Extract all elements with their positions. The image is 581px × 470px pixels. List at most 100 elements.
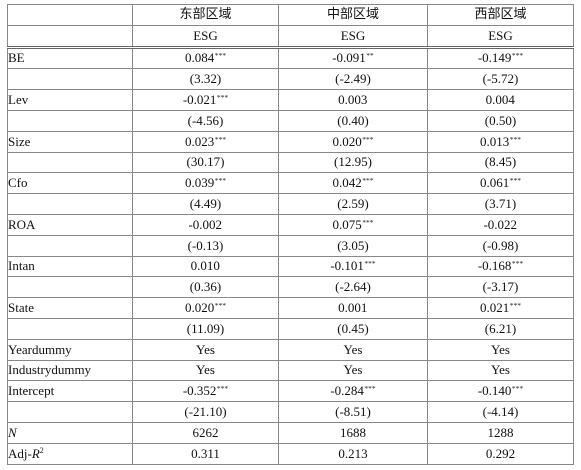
var-size-tstat-row: (30.17) (12.95) (8.45) xyxy=(7,151,574,174)
coef-cell: -0.284*** xyxy=(278,380,428,403)
coef-cell: 0.075*** xyxy=(278,213,428,236)
coef-cell: -0.168*** xyxy=(427,255,574,278)
var-intan-coef-row: Intan 0.010 -0.101*** -0.168*** xyxy=(7,255,574,278)
dummy-label: Industrydummy xyxy=(7,359,133,382)
coef-cell: -0.002 xyxy=(132,213,279,236)
tstat-label-cell xyxy=(7,109,133,132)
var-size-coef-row: Size 0.023*** 0.020*** 0.013*** xyxy=(7,130,574,153)
coef-value: -0.284 xyxy=(330,383,364,399)
regression-table: 东部区域 中部区域 西部区域 ESG ESG ESG BE 0.084*** -0.… xyxy=(7,4,574,465)
significance-stars: *** xyxy=(216,93,229,103)
tstat-label-cell xyxy=(7,68,133,91)
var-be-label: BE xyxy=(7,46,133,70)
adj-r2-sup: 2 xyxy=(39,445,44,455)
coef-cell: -0.022 xyxy=(427,213,574,236)
var-intan-tstat-row: (0.36) (-2.64) (-3.17) xyxy=(7,276,574,299)
coef-value: 0.021 xyxy=(480,300,510,316)
significance-stars: *** xyxy=(362,176,374,186)
adj-r2-label: Adj-R2 xyxy=(7,442,133,465)
dummy-value: Yes xyxy=(278,338,428,361)
tstat-label-cell xyxy=(7,234,133,257)
coef-cell: -0.140*** xyxy=(427,380,574,403)
t-statistic: (-8.51) xyxy=(278,401,428,423)
t-statistic: (8.45) xyxy=(427,151,574,174)
coef-cell: -0.352*** xyxy=(132,380,279,403)
dummy-row-yeardummy: Yeardummy Yes Yes Yes xyxy=(7,338,574,361)
region-header-central: 中部区域 xyxy=(278,4,428,26)
coef-cell: 0.039*** xyxy=(132,172,279,195)
coef-cell: 0.004 xyxy=(427,89,574,111)
dummy-value: Yes xyxy=(427,338,574,361)
tstat-label-cell xyxy=(7,401,133,423)
significance-stars: *** xyxy=(509,301,521,311)
coef-value: 0.061 xyxy=(480,175,510,191)
t-statistic: (11.09) xyxy=(132,317,279,340)
var-roa-label: ROA xyxy=(7,213,133,236)
t-statistic: (12.95) xyxy=(278,151,428,174)
coef-value: -0.168 xyxy=(477,258,512,274)
coef-cell: 0.023*** xyxy=(132,130,279,153)
var-lev-tstat-row: (-4.56) (0.40) (0.50) xyxy=(7,109,574,132)
adj-r2-var: R xyxy=(31,445,40,461)
coef-value: 0.023 xyxy=(185,133,215,149)
coef-value: 0.075 xyxy=(332,216,362,232)
var-roa-coef-row: ROA -0.002 0.075*** -0.022 xyxy=(7,213,574,236)
t-statistic: (0.45) xyxy=(278,317,428,340)
significance-stars: *** xyxy=(214,51,226,61)
t-statistic: (0.50) xyxy=(427,109,574,132)
significance-stars: *** xyxy=(216,384,229,394)
coef-value: 0.042 xyxy=(332,175,362,191)
n-label-text: N xyxy=(8,424,17,440)
t-statistic: (30.17) xyxy=(132,151,279,174)
var-lev-label: Lev xyxy=(7,89,133,111)
coef-cell: 0.020*** xyxy=(132,297,279,319)
intercept-coef-row: Intercept -0.352*** -0.284*** -0.140*** xyxy=(7,380,574,403)
coef-value: 0.013 xyxy=(480,133,510,149)
significance-stars: *** xyxy=(364,384,376,394)
dependent-var-central: ESG xyxy=(278,24,428,49)
coef-cell: -0.091** xyxy=(278,46,428,70)
tstat-label-cell xyxy=(7,151,133,174)
n-value: 1288 xyxy=(427,421,574,444)
coef-value: -0.352 xyxy=(182,383,217,399)
t-statistic: (0.40) xyxy=(278,109,428,132)
coef-value: -0.140 xyxy=(477,383,512,399)
dependent-corner-cell xyxy=(7,24,133,49)
adj-r2-value: 0.292 xyxy=(427,442,574,465)
var-be-coef-row: BE 0.084*** -0.091** -0.149*** xyxy=(7,46,574,70)
intercept-tstat-row: (-21.10) (-8.51) (-4.14) xyxy=(7,401,574,423)
coef-cell: 0.061*** xyxy=(427,172,574,195)
t-statistic: (-4.14) xyxy=(427,401,574,423)
dummy-label: Yeardummy xyxy=(7,338,133,361)
significance-stars: *** xyxy=(362,217,374,227)
t-statistic: (-3.17) xyxy=(427,276,574,299)
dummy-value: Yes xyxy=(132,338,279,361)
coef-cell: 0.042*** xyxy=(278,172,428,195)
var-cfo-coef-row: Cfo 0.039*** 0.042*** 0.061*** xyxy=(7,172,574,195)
coef-cell: 0.021*** xyxy=(427,297,574,319)
header-region-row: 东部区域 中部区域 西部区域 xyxy=(7,4,574,26)
n-label: N xyxy=(7,421,133,444)
tstat-label-cell xyxy=(7,276,133,299)
var-size-label: Size xyxy=(7,130,133,153)
t-statistic: (3.71) xyxy=(427,193,574,215)
dummy-value: Yes xyxy=(132,359,279,382)
t-statistic: (-21.10) xyxy=(132,401,279,423)
adj-r2-value: 0.213 xyxy=(278,442,428,465)
dummy-value: Yes xyxy=(278,359,428,382)
coef-value: -0.101 xyxy=(330,258,364,274)
t-statistic: (3.05) xyxy=(278,234,428,257)
coef-value: 0.001 xyxy=(338,300,368,316)
coef-value: 0.003 xyxy=(338,92,368,108)
coef-value: 0.020 xyxy=(332,133,362,149)
intercept-label: Intercept xyxy=(7,380,133,403)
coef-value: -0.022 xyxy=(483,216,518,232)
coef-value: -0.091 xyxy=(332,50,366,66)
significance-stars: *** xyxy=(511,51,524,61)
significance-stars: *** xyxy=(362,134,374,144)
significance-stars: ** xyxy=(366,51,374,61)
t-statistic: (3.32) xyxy=(132,68,279,91)
t-statistic: (2.59) xyxy=(278,193,428,215)
region-header-east: 东部区域 xyxy=(132,4,279,26)
coef-value: 0.084 xyxy=(185,50,215,66)
